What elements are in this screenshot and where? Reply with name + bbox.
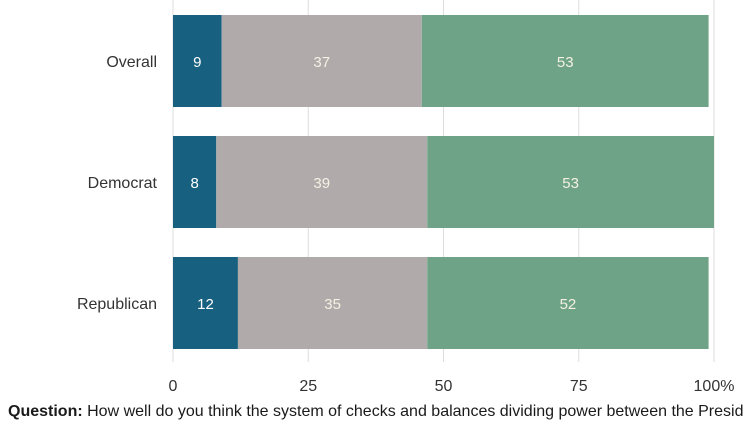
bar-segment: [237, 257, 428, 349]
question-text: How well do you think the system of chec…: [87, 403, 743, 420]
bar-value-label: 39: [313, 175, 330, 192]
category-label: Overall: [106, 54, 157, 71]
x-tick-label: 25: [299, 378, 317, 395]
bar-segment: [427, 136, 714, 228]
bars: 9 37 53 8 39 53 12 35 52: [173, 15, 714, 349]
bar-value-label: 12: [197, 296, 214, 313]
bar-segment: [173, 15, 222, 107]
x-tick-label: 50: [435, 378, 453, 395]
bar-value-label: 53: [562, 175, 579, 192]
bar-value-label: 52: [560, 296, 577, 313]
bar-segment: [173, 136, 217, 228]
bar-segment: [216, 136, 428, 228]
bar-value-label: 35: [324, 296, 341, 313]
x-tick-label: 75: [570, 378, 588, 395]
x-tick-label: 0: [169, 378, 178, 395]
x-axis-tick-labels: 0 25 50 75 100%: [169, 378, 735, 395]
category-label: Republican: [77, 296, 157, 313]
bar-segment: [427, 257, 709, 349]
category-label: Democrat: [88, 175, 158, 192]
bar-value-label: 9: [193, 54, 201, 71]
category-labels: Overall Democrat Republican: [77, 54, 158, 313]
question-caption: Question: How well do you think the syst…: [8, 401, 743, 422]
bar-segment: [173, 257, 238, 349]
bar-value-label: 53: [557, 54, 574, 71]
bar-value-label: 8: [190, 175, 198, 192]
x-tick-label: 100%: [694, 378, 735, 395]
question-label: Question:: [8, 403, 83, 420]
bar-value-label: 37: [313, 54, 330, 71]
bar-segment: [421, 15, 709, 107]
bar-segment: [221, 15, 422, 107]
stacked-bar-chart: 9 37 53 8 39 53 12 35 52 Overall Democrat Republic…: [77, 0, 735, 395]
